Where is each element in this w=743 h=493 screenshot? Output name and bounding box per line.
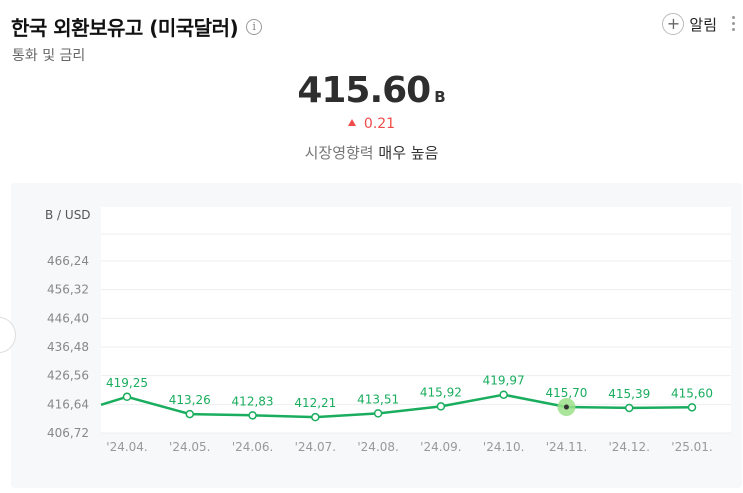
- x-tick-label: '24.04.: [106, 440, 147, 454]
- y-tick-label: 426,56: [47, 369, 89, 383]
- y-tick-label: 416,64: [47, 397, 89, 411]
- data-point: [122, 392, 132, 402]
- data-label: 415,39: [608, 387, 650, 401]
- x-tick-label: '24.07.: [295, 440, 336, 454]
- data-label: 419,97: [483, 374, 525, 388]
- plot-area: [101, 207, 731, 433]
- x-tick-label: '24.06.: [232, 440, 273, 454]
- value-unit: B: [434, 88, 446, 106]
- impact-label: 시장영향력: [304, 144, 374, 162]
- x-tick-label: '24.08.: [357, 440, 398, 454]
- series-line: [126, 393, 693, 419]
- y-axis-label: B / USD: [45, 208, 91, 222]
- series-line-lead: [100, 395, 128, 406]
- data-point: [311, 412, 320, 422]
- x-tick-label: '24.05.: [169, 440, 210, 454]
- data-label: 412,21: [294, 396, 336, 410]
- data-label: 412,83: [232, 394, 274, 408]
- arrow-up-icon: [347, 119, 356, 126]
- header: 한국 외환보유고 (미국달러) i: [11, 12, 263, 41]
- y-tick-label: 436,48: [47, 340, 89, 354]
- change-value: 0.21: [363, 116, 396, 132]
- data-point: [624, 403, 634, 413]
- alarm-button[interactable]: + 알림: [662, 13, 717, 35]
- y-tick-label: 406,72: [47, 426, 89, 440]
- market-impact: 시장영향력 매우 높음: [0, 142, 743, 163]
- current-value-block: 415.60 B: [0, 70, 743, 111]
- data-label: 415,60: [671, 386, 713, 400]
- page-title: 한국 외환보유고 (미국달러): [11, 16, 239, 40]
- data-label: 415,92: [420, 385, 462, 399]
- y-tick-label: 456,32: [47, 283, 89, 297]
- x-tick-label: '24.09.: [420, 440, 461, 454]
- x-tick-label: '24.10.: [483, 440, 524, 454]
- alarm-label: 알림: [689, 15, 717, 34]
- data-label: 413,26: [169, 393, 211, 407]
- data-point: [436, 402, 446, 411]
- data-point: [499, 390, 508, 399]
- data-point: [185, 409, 195, 419]
- data-point: [248, 411, 257, 420]
- impact-value: 매우 높음: [378, 144, 439, 162]
- data-label: 419,25: [106, 376, 148, 390]
- x-tick-label: '25.01.: [671, 440, 712, 454]
- x-tick-label: '24.12.: [608, 440, 649, 454]
- y-tick-label: 466,24: [47, 254, 89, 268]
- category-subtitle: 통화 및 금리: [12, 48, 86, 64]
- line-chart: B / USD 466,24 456,32 446,40 436,48 426,56 416…: [45, 207, 731, 454]
- data-point: [687, 403, 697, 412]
- data-point: [563, 404, 569, 410]
- chart-card: B / USD 466,24 456,32 446,40 436,48 426,56 416…: [11, 183, 742, 488]
- x-tick-label: '24.11.: [546, 440, 587, 454]
- more-vertical-icon[interactable]: [732, 16, 736, 31]
- current-value: 415.60: [297, 70, 431, 111]
- info-icon[interactable]: i: [246, 18, 263, 35]
- plus-icon: +: [662, 13, 685, 35]
- data-point: [373, 409, 383, 418]
- data-label: 413,51: [357, 392, 399, 406]
- data-label: 415,70: [545, 386, 587, 400]
- change-indicator: 0.21: [0, 116, 743, 132]
- y-tick-label: 446,40: [47, 311, 89, 325]
